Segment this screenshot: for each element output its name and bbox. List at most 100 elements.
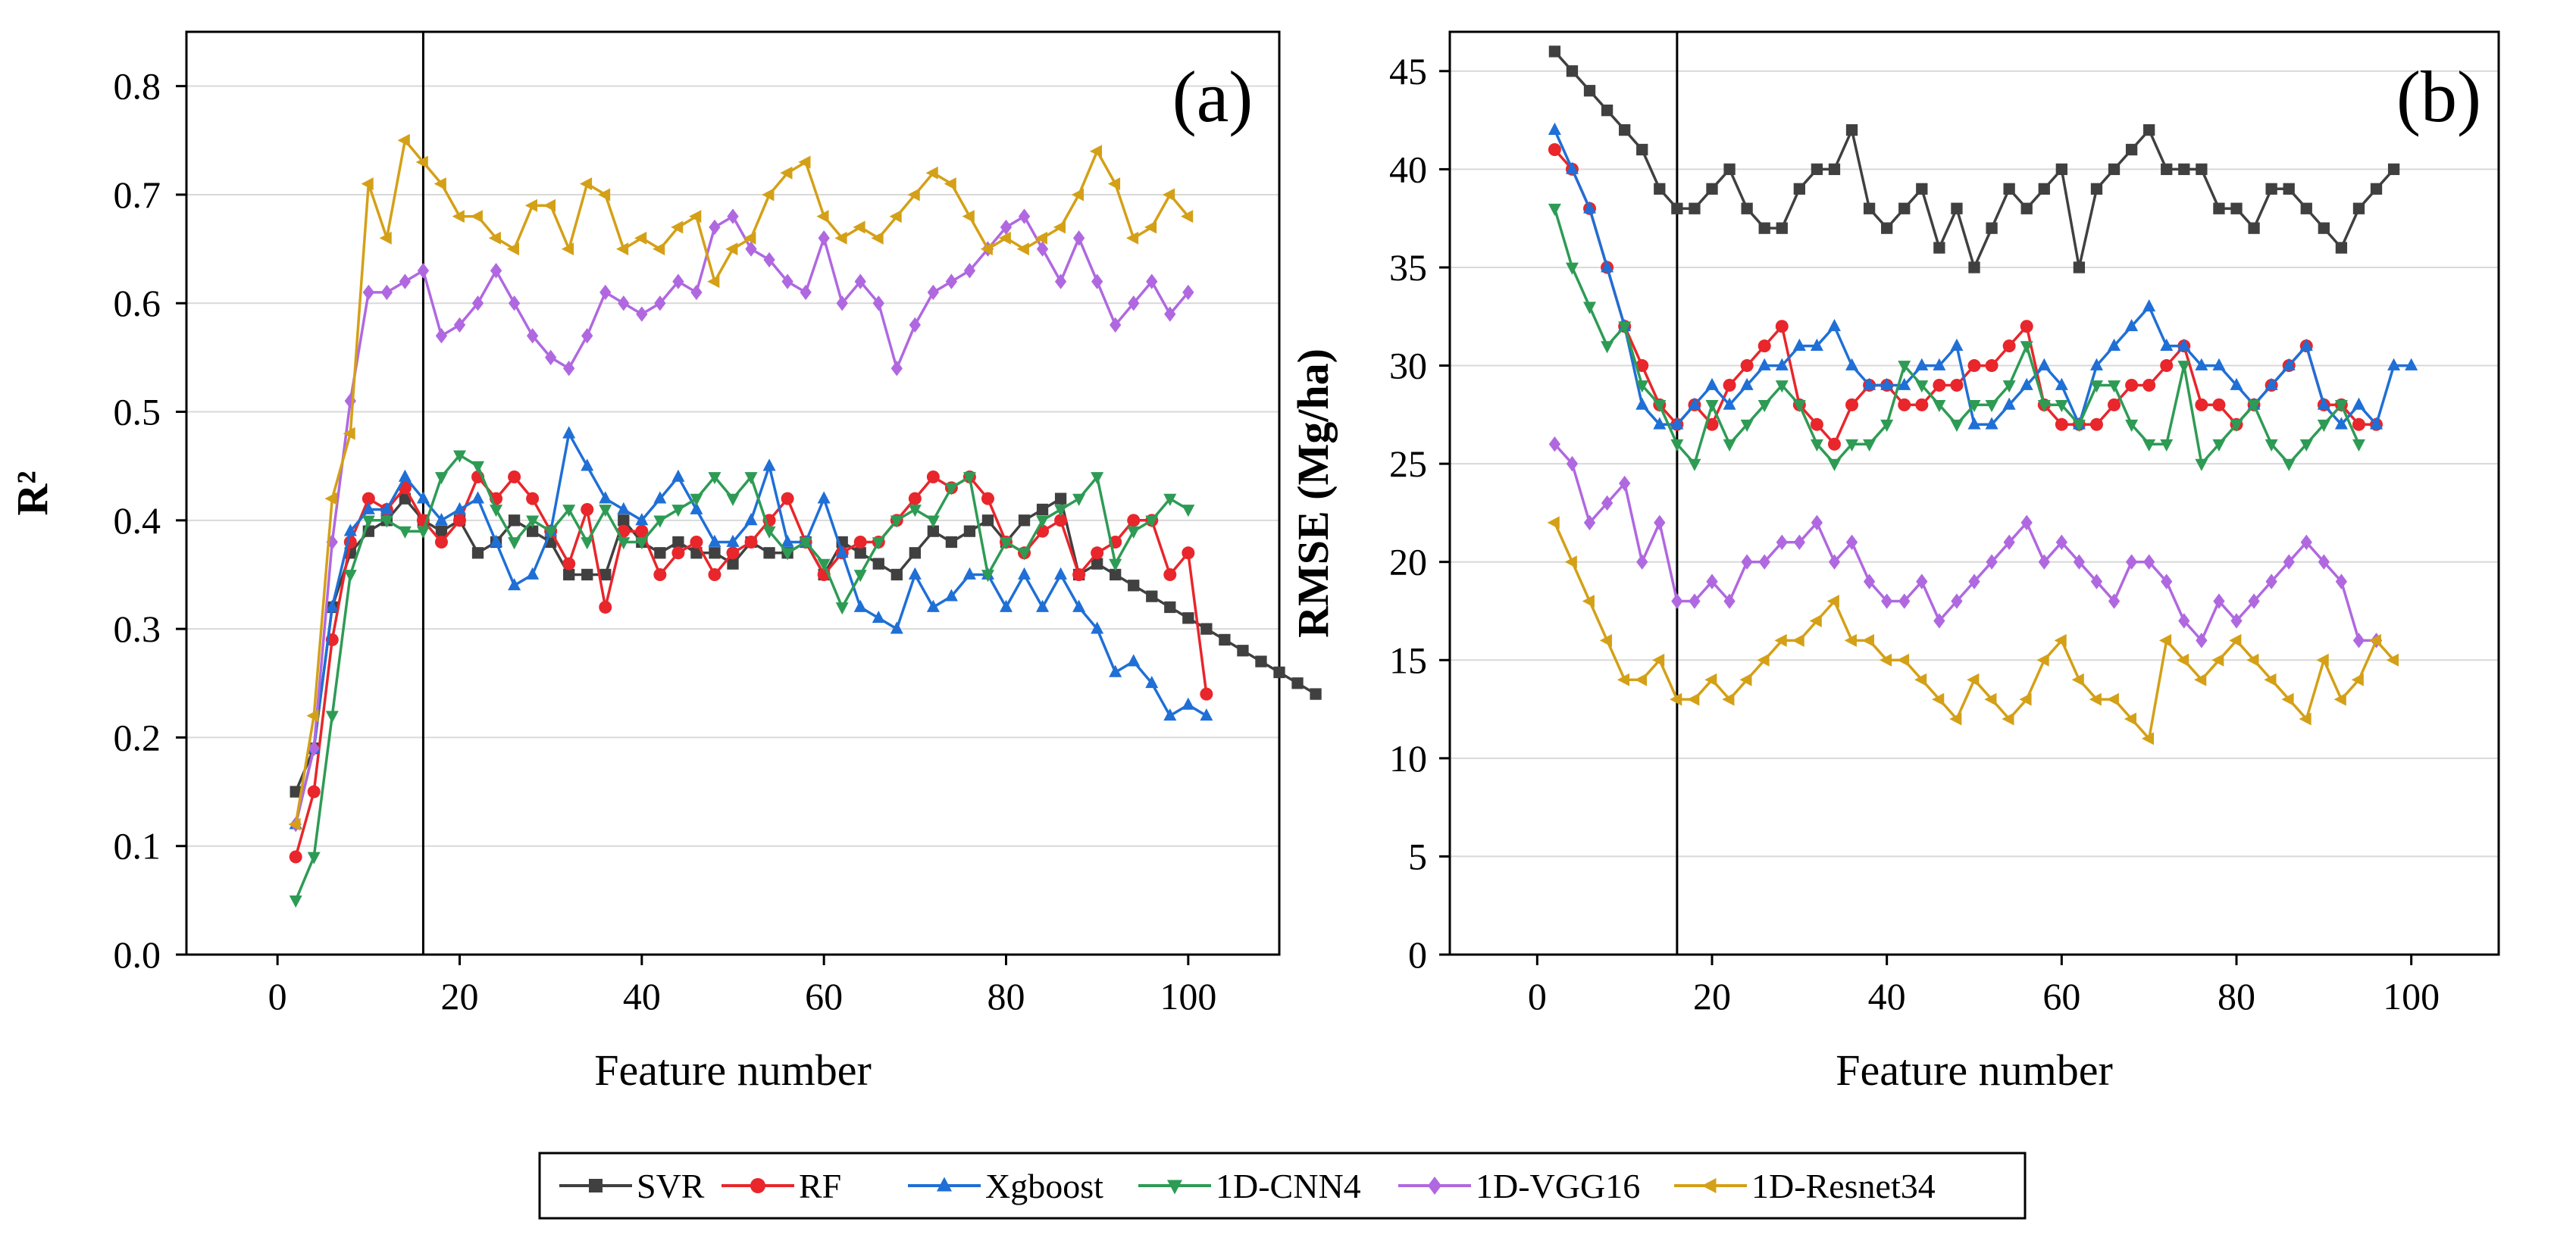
data-point xyxy=(2143,123,2155,136)
series-1D-Resnet34 xyxy=(1547,516,2399,745)
data-point xyxy=(890,361,903,377)
data-point xyxy=(1163,708,1177,721)
data-point xyxy=(1898,202,1911,214)
data-point xyxy=(1617,673,1630,686)
data-point xyxy=(2212,398,2226,411)
data-point xyxy=(508,537,521,550)
y-tick-label: 25 xyxy=(1389,442,1427,485)
data-point xyxy=(599,568,612,581)
panel-a: 0.0 0.1 0.2 0.3 0.4 0.5 0.6 0.7 0.8 0 20 40 60 80 100 F… xyxy=(8,30,1322,1095)
series-line xyxy=(294,454,1189,902)
data-point xyxy=(2177,361,2191,374)
legend-label: 1D-VGG16 xyxy=(1476,1167,1640,1205)
data-point xyxy=(2352,633,2365,649)
series-line xyxy=(1554,50,2395,269)
data-point xyxy=(1144,220,1157,234)
data-point xyxy=(1845,534,1858,550)
data-point xyxy=(1704,673,1717,686)
data-point xyxy=(2405,358,2418,370)
data-point xyxy=(1036,599,1050,612)
data-point xyxy=(835,545,849,558)
legend-marker xyxy=(937,1177,952,1192)
data-point xyxy=(2370,417,2384,430)
data-point xyxy=(289,895,302,908)
data-point xyxy=(2142,299,2156,312)
data-point xyxy=(1163,493,1177,506)
legend-entry-RF: RF xyxy=(721,1167,841,1205)
data-point xyxy=(2282,458,2296,471)
data-point xyxy=(1809,614,1822,627)
data-point xyxy=(1091,621,1104,634)
data-point xyxy=(2387,358,2401,370)
data-point xyxy=(2089,417,2103,431)
data-point xyxy=(1740,359,1754,373)
data-point xyxy=(816,210,829,223)
data-point xyxy=(1810,338,1823,352)
data-point xyxy=(290,786,302,798)
data-point xyxy=(944,589,958,602)
data-point xyxy=(1000,537,1013,550)
data-point xyxy=(1601,341,1614,354)
y-tick-label: 0.7 xyxy=(114,173,161,216)
data-point xyxy=(2143,554,2155,570)
data-point xyxy=(2160,338,2174,352)
data-point xyxy=(2300,202,2312,214)
data-point xyxy=(581,458,594,471)
x-tick-label: 20 xyxy=(441,975,479,1017)
data-point xyxy=(1091,273,1103,289)
data-point xyxy=(1723,593,1736,609)
data-point xyxy=(1845,439,1859,452)
data-point xyxy=(434,472,448,485)
data-point xyxy=(2020,202,2033,214)
data-point xyxy=(2318,222,2330,234)
data-point xyxy=(963,525,976,537)
data-point xyxy=(671,220,684,234)
data-point xyxy=(1758,554,1770,570)
x-tick-label: 0 xyxy=(268,975,287,1017)
data-point xyxy=(1845,123,1858,136)
data-point xyxy=(2003,534,2015,550)
data-point xyxy=(2020,341,2033,354)
data-point xyxy=(998,231,1011,245)
data-point xyxy=(1653,400,1667,413)
x-tick-label: 80 xyxy=(988,975,1025,1017)
data-point xyxy=(1582,595,1595,608)
data-point xyxy=(963,263,976,279)
data-point xyxy=(926,470,940,484)
data-point xyxy=(563,568,575,581)
data-point xyxy=(2161,574,2173,589)
data-point xyxy=(925,166,938,180)
data-point xyxy=(1036,515,1050,528)
data-point xyxy=(1054,505,1068,517)
data-point xyxy=(1916,574,1928,589)
data-point xyxy=(1635,359,1649,373)
x-tick-label: 60 xyxy=(2042,975,2080,1017)
data-point xyxy=(1985,417,1999,430)
data-point xyxy=(2089,380,2103,393)
data-point xyxy=(800,284,812,301)
data-point xyxy=(2317,419,2330,433)
legend-marker xyxy=(1167,1180,1182,1195)
y-axis-title: RMSE (Mg/ha) xyxy=(1288,349,1338,638)
data-point xyxy=(1653,417,1667,430)
data-point xyxy=(1072,567,1086,581)
data-point xyxy=(944,177,956,191)
data-point xyxy=(927,284,940,301)
data-point xyxy=(1968,574,1980,589)
data-point xyxy=(2108,593,2121,609)
data-point xyxy=(508,514,521,527)
data-point xyxy=(380,515,393,528)
data-point xyxy=(2265,439,2278,452)
series-line xyxy=(1553,129,2412,427)
data-point xyxy=(1565,161,1579,174)
data-point xyxy=(853,220,865,234)
data-point xyxy=(1706,183,1718,195)
data-point xyxy=(2037,358,2051,370)
data-point xyxy=(2055,377,2068,390)
data-point xyxy=(2002,380,2016,393)
series-Xgboost xyxy=(289,426,1213,830)
data-point xyxy=(2073,554,2086,570)
series-1D-Resnet34 xyxy=(288,133,1194,831)
data-point xyxy=(872,537,885,550)
